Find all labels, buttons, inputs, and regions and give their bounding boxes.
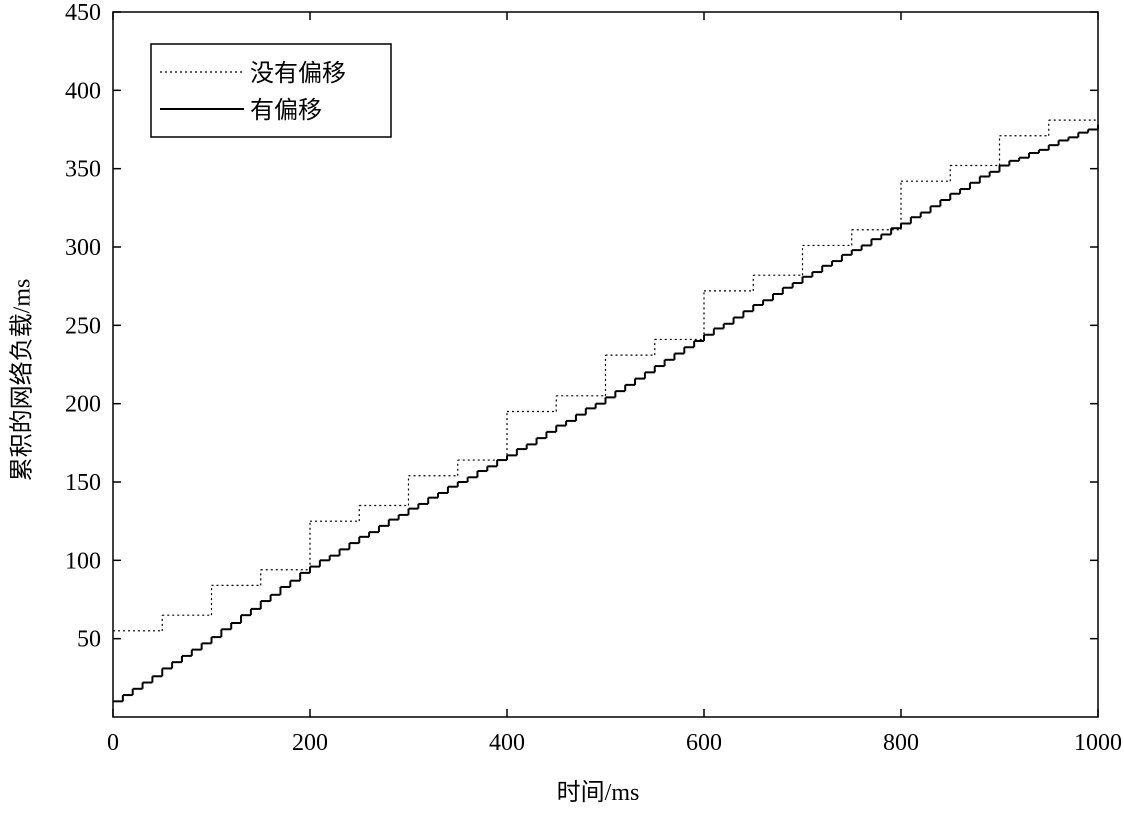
y-tick-label: 200 — [65, 392, 101, 418]
x-tick-label: 1000 — [1074, 730, 1122, 756]
legend-label: 有偏移 — [250, 97, 322, 124]
y-tick-label: 250 — [65, 313, 101, 339]
y-tick-label: 100 — [65, 548, 101, 574]
y-tick-label: 50 — [77, 627, 101, 653]
plot-frame — [112, 11, 1099, 718]
y-tick-label: 150 — [65, 470, 101, 496]
y-tick-label: 300 — [65, 235, 101, 261]
y-tick-label: 400 — [65, 78, 101, 104]
x-tick-label: 600 — [686, 730, 722, 756]
y-tick-label: 350 — [65, 157, 101, 183]
x-tick-label: 0 — [107, 730, 119, 756]
legend-label: 没有偏移 — [250, 60, 346, 87]
x-axis-label: 时间/ms — [557, 779, 640, 806]
x-tick-label: 800 — [883, 730, 919, 756]
y-axis-label: 累积的网络负载/ms — [9, 279, 36, 482]
y-tick-label: 450 — [65, 0, 101, 26]
x-tick-label: 400 — [489, 730, 525, 756]
x-tick-label: 200 — [292, 730, 328, 756]
legend-box — [150, 43, 392, 138]
